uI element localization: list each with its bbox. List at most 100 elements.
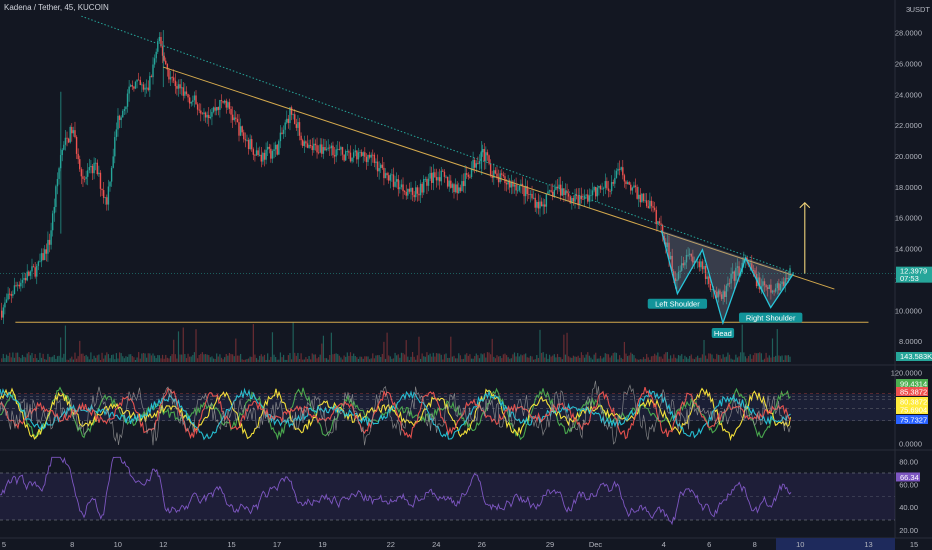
volume-bar bbox=[558, 356, 560, 362]
volume-bar bbox=[268, 359, 270, 362]
trendline bbox=[163, 66, 835, 290]
volume-bar bbox=[730, 358, 732, 362]
volume-bar bbox=[316, 358, 318, 362]
volume-bar bbox=[590, 357, 592, 362]
candle-body bbox=[10, 294, 12, 296]
candle-body bbox=[685, 254, 688, 263]
candle-body bbox=[319, 144, 321, 153]
drawing-tools[interactable] bbox=[15, 15, 869, 323]
candle-body bbox=[751, 263, 753, 271]
candle-body bbox=[754, 270, 756, 275]
volume-bar bbox=[475, 353, 477, 362]
volume-bar bbox=[142, 352, 145, 362]
oscillator-line bbox=[0, 387, 792, 442]
candle-body bbox=[652, 206, 654, 208]
inverse-head-shoulders-pattern[interactable] bbox=[660, 230, 794, 326]
volume-bar bbox=[448, 357, 450, 362]
candle-body bbox=[198, 109, 200, 111]
candle-body bbox=[82, 176, 84, 179]
candle-body bbox=[48, 239, 51, 245]
candle-body bbox=[274, 144, 277, 150]
candle-body bbox=[195, 95, 197, 105]
candle-body bbox=[451, 184, 454, 188]
candle-body bbox=[214, 107, 216, 111]
volume-bar bbox=[214, 358, 216, 362]
volume-bar bbox=[179, 354, 181, 362]
volume-bar bbox=[141, 353, 143, 362]
candle-body bbox=[381, 164, 384, 168]
volume-bar bbox=[566, 332, 568, 362]
volume-bar bbox=[472, 358, 474, 362]
volume-bar bbox=[660, 356, 662, 362]
volume-bar bbox=[509, 358, 511, 362]
candle-body bbox=[552, 191, 554, 197]
volume-bar bbox=[505, 355, 508, 362]
pattern-annotations[interactable]: Left Shoulder Head Right Shoulder bbox=[647, 298, 803, 338]
volume-bar bbox=[550, 356, 552, 362]
candle-body bbox=[778, 283, 780, 291]
volume-bar bbox=[491, 338, 493, 362]
candle-body bbox=[287, 118, 290, 124]
candle-body bbox=[122, 110, 124, 118]
volume-bar bbox=[631, 353, 633, 362]
volume-bar bbox=[528, 357, 530, 362]
candle-body bbox=[770, 284, 772, 293]
candle-body bbox=[623, 175, 626, 182]
volume-bar bbox=[658, 356, 661, 362]
volume-bar bbox=[580, 352, 582, 362]
candle-body bbox=[212, 107, 215, 112]
candle-body bbox=[762, 281, 764, 287]
candle-body bbox=[692, 256, 694, 263]
candle-body bbox=[521, 183, 524, 187]
candle-body bbox=[364, 152, 366, 157]
candle-body bbox=[720, 294, 723, 299]
candle-body bbox=[782, 281, 785, 286]
candle-body bbox=[735, 267, 737, 281]
candle-body bbox=[211, 111, 213, 117]
candle-body bbox=[789, 268, 791, 278]
volume-bar bbox=[415, 359, 417, 362]
candle-body bbox=[634, 185, 637, 188]
volume-bar bbox=[394, 352, 396, 362]
candle-body bbox=[515, 184, 517, 191]
volume-bar bbox=[15, 352, 17, 362]
price-tick: 28.0000 bbox=[895, 29, 922, 38]
volume-bar bbox=[313, 354, 315, 362]
volume-bar bbox=[303, 359, 305, 362]
candle-body bbox=[453, 184, 455, 193]
volume-bar bbox=[319, 354, 321, 362]
volume-bar bbox=[166, 357, 168, 362]
volume-bar bbox=[125, 356, 127, 362]
candle-body bbox=[394, 181, 396, 187]
candle-body bbox=[368, 154, 371, 158]
volume-bar bbox=[431, 356, 433, 362]
oscillator-value: 85.3872 bbox=[900, 388, 927, 397]
time-tick: 22 bbox=[387, 540, 395, 549]
volume-bar bbox=[536, 355, 538, 362]
candle-body bbox=[192, 100, 194, 102]
volume-bar bbox=[68, 359, 70, 362]
volume-bar bbox=[130, 354, 132, 362]
volume-bar bbox=[461, 359, 463, 362]
volume-bar bbox=[332, 354, 334, 362]
volume-bar bbox=[257, 359, 259, 362]
volume-bar bbox=[380, 356, 382, 362]
candle-body bbox=[298, 122, 301, 136]
volume-bar bbox=[348, 355, 350, 362]
volume-bar bbox=[330, 332, 332, 362]
candle-body bbox=[730, 273, 732, 284]
volume-bar bbox=[201, 352, 203, 362]
volume-bar bbox=[404, 354, 406, 362]
candle-body bbox=[173, 77, 175, 81]
candle-body bbox=[193, 95, 196, 101]
volume-bar bbox=[263, 354, 266, 362]
candle-body bbox=[466, 173, 468, 175]
volume-bar bbox=[521, 355, 524, 362]
candle-body bbox=[252, 149, 255, 155]
candle-body bbox=[26, 271, 28, 281]
volume-bar bbox=[445, 353, 447, 362]
time-axis[interactable]: 5 8 10 12 15 17 19 22 24 26 29 Dec 4 6 8 10 13 15 bbox=[2, 540, 918, 549]
candle-body bbox=[110, 167, 113, 182]
candle-body bbox=[505, 183, 508, 185]
